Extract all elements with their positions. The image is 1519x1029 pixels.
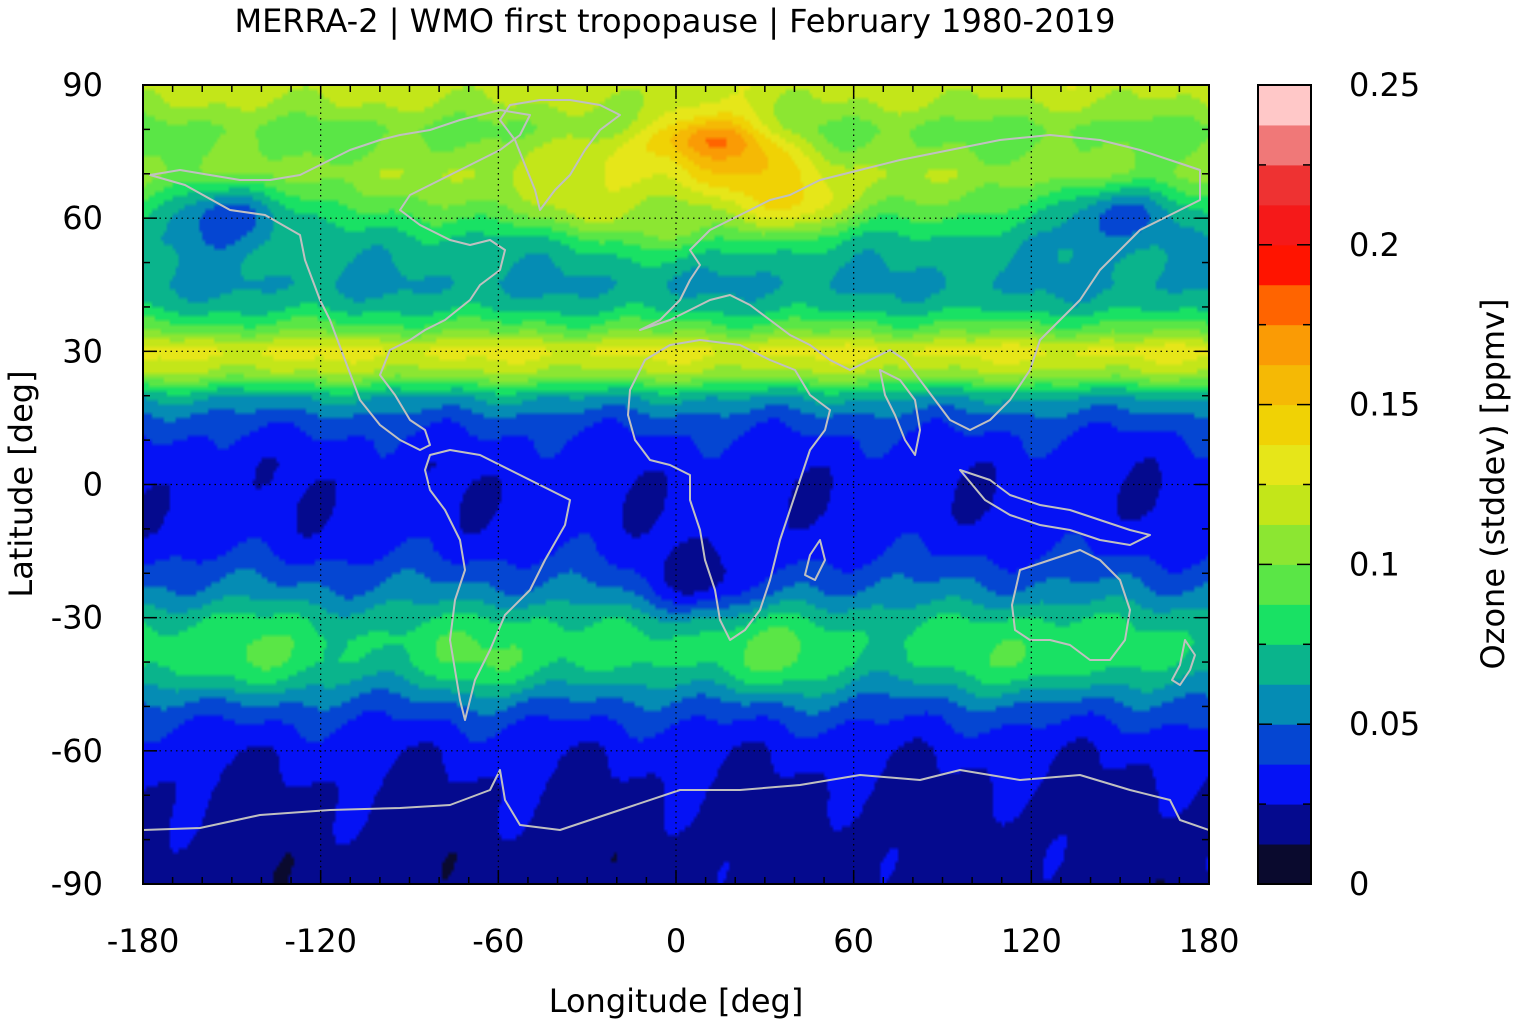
y-tick-label: 0	[83, 466, 103, 504]
x-tick-label: 120	[1001, 922, 1062, 960]
y-tick-label: 60	[62, 199, 103, 237]
colorbar-segment	[1258, 404, 1311, 446]
colorbar-segment	[1258, 844, 1311, 885]
colorbar-tick-label: 0.15	[1349, 386, 1420, 424]
grid-lines	[143, 85, 1209, 884]
x-tick-labels: -180 -120 -60 0 60 120 180	[107, 922, 1240, 960]
colorbar-segment	[1258, 444, 1311, 485]
x-tick-label: 0	[666, 922, 686, 960]
colorbar-segment	[1258, 604, 1311, 645]
x-tick-label: -180	[107, 922, 180, 960]
colorbar-segment	[1258, 644, 1311, 685]
colorbar-segment	[1258, 484, 1311, 525]
colorbar-segment	[1258, 684, 1311, 725]
x-tick-label: -60	[472, 922, 524, 960]
x-axis-label: Longitude [deg]	[549, 982, 804, 1020]
coastline-greenland	[499, 99, 621, 211]
colorbar-segment	[1258, 724, 1311, 765]
colorbar-segment	[1258, 204, 1311, 246]
colorbar-segment	[1258, 124, 1311, 166]
y-tick-label: 90	[62, 66, 103, 104]
colorbar-segment	[1258, 804, 1311, 845]
colorbar-segment	[1258, 244, 1311, 286]
colorbar-label: Ozone (stddev) [ppmv]	[1474, 298, 1512, 669]
colorbar-tick-label: 0.1	[1349, 545, 1400, 583]
x-tick-label: 180	[1178, 922, 1239, 960]
colorbar-tick-label: 0.2	[1349, 226, 1400, 264]
coastline-se-asia-islands	[959, 469, 1151, 546]
colorbar-segment	[1258, 284, 1311, 326]
figure-title: MERRA-2 | WMO first tropopause | Februar…	[234, 2, 1115, 40]
axis-ticks	[142, 84, 1210, 885]
coastline-africa	[627, 339, 831, 641]
coastline-australia	[1011, 549, 1131, 661]
colorbar	[1258, 85, 1311, 885]
coastline-new-zealand	[1171, 639, 1196, 686]
coastline-madagascar	[804, 539, 826, 581]
coastline-north-america	[149, 109, 531, 451]
y-tick-label: -60	[51, 732, 103, 770]
coastline-antarctica	[143, 769, 1209, 831]
colorbar-segment	[1258, 564, 1311, 605]
coastline-europe-asia	[639, 134, 1201, 431]
y-tick-labels: -90 -60 -30 0 30 60 90	[51, 66, 103, 903]
colorbar-tick-label: 0.25	[1349, 66, 1420, 104]
colorbar-labels: 0 0.05 0.1 0.15 0.2 0.25	[1349, 66, 1420, 903]
coastline-india	[879, 369, 921, 456]
y-tick-label: -30	[51, 599, 103, 637]
colorbar-segment	[1258, 164, 1311, 206]
y-tick-label: 30	[62, 332, 103, 370]
colorbar-ticks	[1258, 84, 1311, 885]
y-tick-label: -90	[51, 865, 103, 903]
x-tick-label: 60	[833, 922, 874, 960]
coastlines	[143, 99, 1209, 831]
colorbar-tick-label: 0	[1349, 865, 1369, 903]
colorbar-segment	[1258, 364, 1311, 406]
colorbar-segment	[1258, 524, 1311, 565]
colorbar-segment	[1258, 85, 1311, 126]
coastline-south-america	[424, 449, 571, 721]
colorbar-tick-label: 0.05	[1349, 705, 1420, 743]
y-axis-label: Latitude [deg]	[2, 370, 40, 597]
colorbar-segment	[1258, 764, 1311, 805]
colorbar-segment	[1258, 324, 1311, 366]
x-tick-label: -120	[284, 922, 357, 960]
